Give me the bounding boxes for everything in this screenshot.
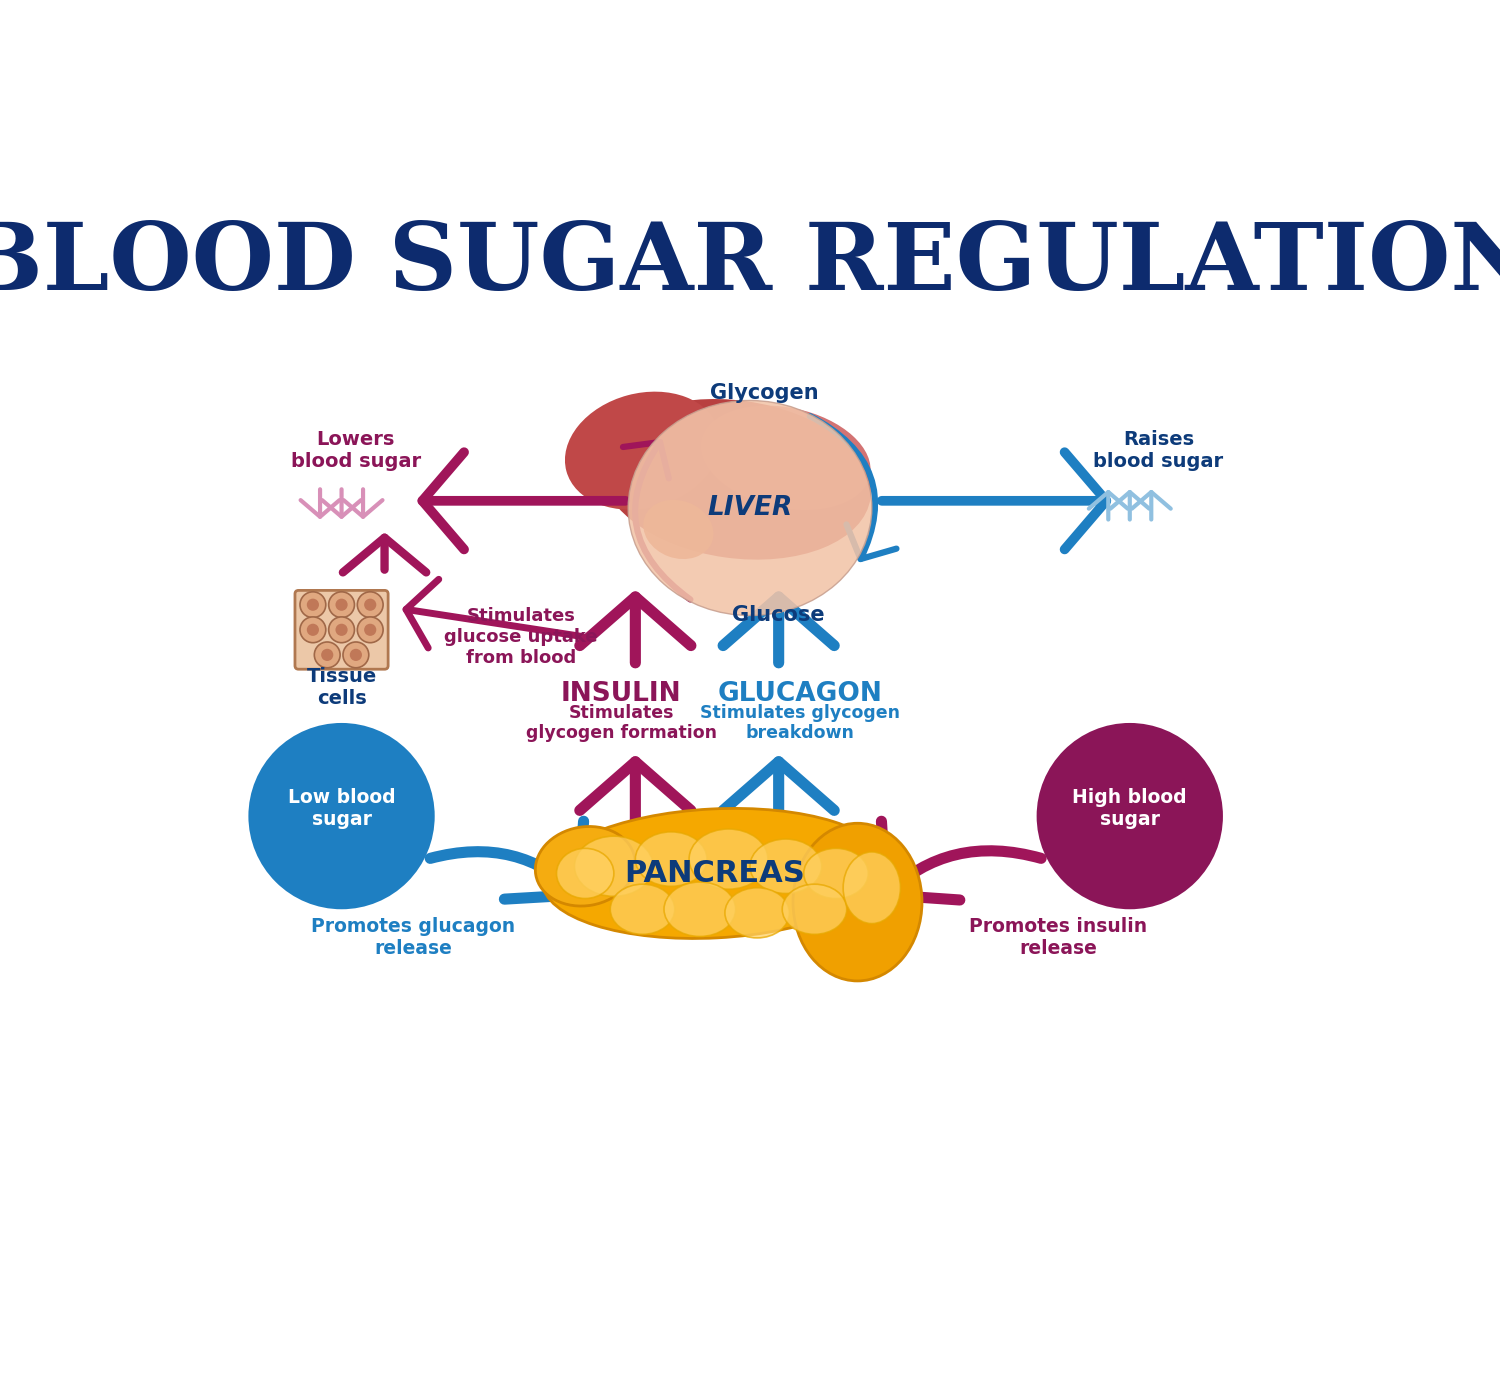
Ellipse shape — [600, 399, 871, 560]
Circle shape — [336, 598, 348, 611]
Text: LIVER: LIVER — [708, 494, 792, 521]
Text: Low blood
sugar: Low blood sugar — [288, 788, 396, 830]
Ellipse shape — [566, 392, 720, 510]
Ellipse shape — [804, 849, 868, 899]
Circle shape — [357, 616, 382, 643]
Text: Glucose: Glucose — [732, 605, 825, 626]
Circle shape — [328, 616, 354, 643]
Text: Stimulates
glycogen formation: Stimulates glycogen formation — [525, 704, 717, 742]
FancyBboxPatch shape — [296, 590, 388, 669]
Circle shape — [364, 623, 376, 636]
Circle shape — [300, 616, 326, 643]
Text: PANCREAS: PANCREAS — [624, 859, 804, 888]
Circle shape — [328, 591, 354, 618]
Circle shape — [350, 648, 361, 661]
Ellipse shape — [688, 830, 768, 889]
Circle shape — [249, 723, 435, 910]
Ellipse shape — [628, 400, 872, 615]
Text: Stimulates glycogen
breakdown: Stimulates glycogen breakdown — [700, 704, 900, 742]
Circle shape — [1036, 723, 1222, 910]
Text: Stimulates
glucose uptake
from blood: Stimulates glucose uptake from blood — [444, 607, 597, 666]
Text: INSULIN: INSULIN — [561, 681, 681, 708]
Ellipse shape — [574, 837, 654, 896]
Circle shape — [308, 598, 320, 611]
Ellipse shape — [843, 852, 900, 924]
Circle shape — [364, 598, 376, 611]
Circle shape — [300, 591, 326, 618]
Text: High blood
sugar: High blood sugar — [1072, 788, 1186, 830]
Ellipse shape — [700, 406, 870, 510]
Ellipse shape — [750, 839, 822, 893]
Ellipse shape — [664, 882, 735, 936]
Ellipse shape — [636, 832, 706, 886]
Ellipse shape — [610, 884, 675, 935]
Text: Lowers
blood sugar: Lowers blood sugar — [291, 431, 422, 471]
Text: Tissue
cells: Tissue cells — [306, 666, 376, 708]
Text: Raises
blood sugar: Raises blood sugar — [1094, 431, 1224, 471]
Text: GLUCAGON: GLUCAGON — [717, 681, 882, 708]
Text: Promotes insulin
release: Promotes insulin release — [969, 917, 1148, 958]
Ellipse shape — [644, 500, 714, 560]
Ellipse shape — [556, 849, 614, 899]
Ellipse shape — [724, 888, 789, 938]
Text: BLOOD SUGAR REGULATION: BLOOD SUGAR REGULATION — [0, 219, 1500, 309]
Circle shape — [315, 643, 340, 668]
Circle shape — [357, 591, 382, 618]
Text: Glycogen: Glycogen — [710, 384, 819, 403]
Circle shape — [336, 623, 348, 636]
Ellipse shape — [543, 809, 886, 939]
Circle shape — [308, 623, 320, 636]
Ellipse shape — [536, 827, 634, 906]
Ellipse shape — [782, 884, 846, 935]
Circle shape — [321, 648, 333, 661]
Circle shape — [344, 643, 369, 668]
Ellipse shape — [794, 823, 922, 981]
Text: Promotes glucagon
release: Promotes glucagon release — [310, 917, 516, 958]
